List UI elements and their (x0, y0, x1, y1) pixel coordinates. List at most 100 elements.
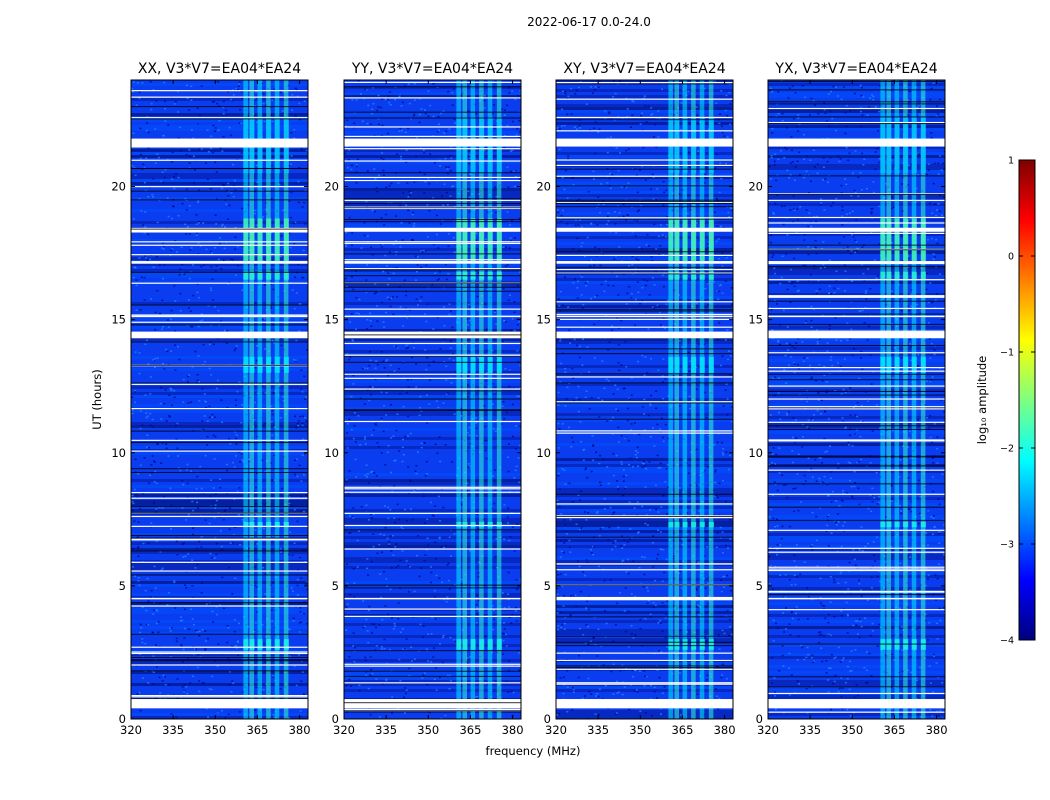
noise-pixel (447, 562, 450, 564)
noise-pixel (626, 292, 629, 295)
noise-pixel (658, 649, 661, 652)
noise-pixel (353, 582, 356, 584)
noise-pixel (439, 460, 442, 463)
noise-pixel (593, 178, 596, 180)
noise-pixel (466, 375, 469, 377)
noise-pixel (596, 511, 599, 513)
noise-pixel (398, 450, 401, 452)
time-row (556, 419, 733, 422)
noise-pixel (627, 148, 630, 150)
time-row (131, 173, 308, 176)
noise-pixel (568, 382, 571, 385)
noise-pixel (673, 289, 676, 291)
noise-pixel (434, 505, 437, 507)
noise-pixel (428, 711, 431, 714)
flag-line (131, 90, 308, 92)
noise-pixel (382, 430, 385, 433)
noise-pixel (379, 533, 382, 535)
time-row (344, 482, 521, 485)
noise-pixel (385, 678, 388, 681)
noise-pixel (718, 697, 721, 700)
noise-pixel (296, 520, 299, 523)
noise-pixel (140, 276, 143, 278)
noise-pixel (394, 98, 397, 101)
noise-pixel (572, 688, 575, 691)
noise-pixel (673, 204, 676, 207)
noise-pixel (271, 479, 274, 482)
time-row (768, 695, 945, 698)
noise-pixel (147, 624, 150, 626)
noise-pixel (448, 588, 451, 590)
noise-pixel (651, 113, 654, 115)
noise-pixel (658, 311, 661, 314)
noise-pixel (714, 80, 717, 82)
time-row (768, 170, 945, 173)
noise-pixel (139, 653, 142, 655)
noise-pixel (452, 353, 455, 355)
noise-pixel (220, 225, 223, 227)
x-tick-label: 320 (333, 723, 355, 737)
noise-pixel (353, 122, 356, 125)
noise-pixel (236, 641, 239, 643)
x-tick-label: 320 (545, 723, 567, 737)
noise-pixel (637, 360, 640, 363)
noise-pixel (495, 240, 498, 242)
flag-line (556, 116, 733, 119)
noise-pixel (210, 252, 213, 254)
flagged-band (344, 261, 521, 264)
noise-pixel (423, 559, 426, 562)
noise-pixel (634, 634, 637, 636)
noise-pixel (399, 127, 402, 130)
noise-pixel (703, 527, 706, 529)
time-row (556, 182, 733, 185)
noise-pixel (574, 219, 577, 221)
noise-pixel (502, 401, 505, 403)
axes-frame (343, 79, 522, 720)
dark-line (131, 468, 308, 470)
noise-pixel (302, 510, 305, 513)
noise-pixel (247, 458, 250, 461)
noise-pixel (617, 344, 620, 346)
noise-pixel (726, 114, 729, 117)
noise-pixel (230, 134, 233, 137)
noise-pixel (145, 339, 148, 342)
noise-pixel (305, 420, 308, 422)
noise-pixel (730, 628, 733, 630)
noise-pixel (149, 474, 152, 476)
noise-pixel (597, 714, 600, 716)
time-row (131, 338, 308, 341)
noise-pixel (197, 381, 200, 383)
noise-pixel (508, 86, 511, 89)
noise-pixel (631, 255, 634, 258)
noise-pixel (653, 284, 656, 286)
noise-pixel (371, 108, 374, 110)
noise-pixel (695, 106, 698, 108)
noise-pixel (384, 605, 387, 607)
noise-pixel (485, 238, 488, 241)
flag-line (344, 241, 521, 243)
time-row (556, 191, 733, 194)
dark-line (131, 341, 308, 343)
noise-pixel (594, 89, 597, 91)
noise-pixel (375, 291, 378, 294)
noise-pixel (405, 391, 408, 394)
noise-pixel (405, 149, 408, 152)
noise-pixel (618, 212, 621, 214)
noise-pixel (565, 533, 568, 535)
noise-pixel (493, 311, 496, 314)
noise-pixel (655, 146, 658, 148)
flag-line (556, 682, 733, 684)
noise-pixel (460, 503, 463, 506)
noise-pixel (636, 451, 639, 454)
noise-pixel (255, 513, 258, 516)
noise-pixel (576, 287, 579, 289)
noise-pixel (370, 668, 373, 671)
noise-pixel (355, 99, 358, 101)
noise-pixel (388, 185, 391, 187)
noise-pixel (371, 434, 374, 436)
noise-pixel (515, 134, 518, 136)
noise-pixel (255, 269, 258, 272)
noise-pixel (401, 101, 404, 104)
noise-pixel (441, 661, 444, 664)
